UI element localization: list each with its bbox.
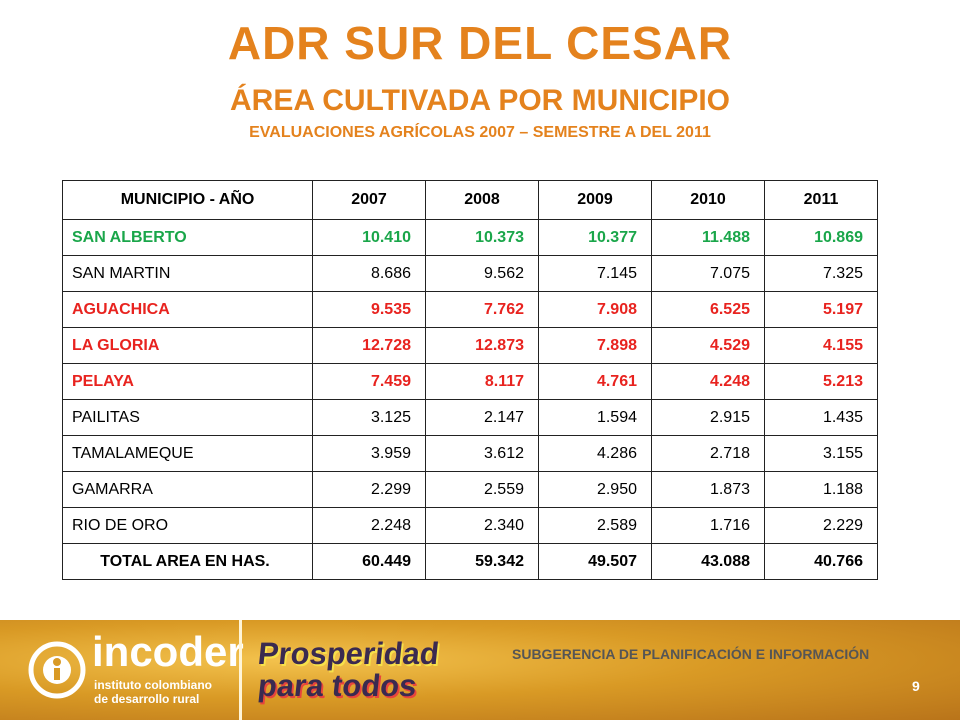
table-row: SAN MARTIN 8.686 9.562 7.145 7.075 7.325	[62, 255, 878, 292]
slogan: para todos	[256, 668, 419, 703]
table-row: LA GLORIA 12.728 12.873 7.898 4.529 4.155	[62, 327, 878, 364]
table-cell: 59.342	[425, 543, 539, 580]
table-cell: 4.286	[538, 435, 652, 472]
table-cell: 7.908	[538, 291, 652, 328]
table-cell: PAILITAS	[62, 399, 313, 436]
table-cell: 60.449	[312, 543, 426, 580]
table-cell: SAN MARTIN	[62, 255, 313, 292]
table-cell: 2.147	[425, 399, 539, 436]
table-cell: 12.873	[425, 327, 539, 364]
table-cell: 7.075	[651, 255, 765, 292]
table-cell: PELAYA	[62, 363, 313, 400]
table-cell: 2.718	[651, 435, 765, 472]
brand: incoder	[92, 628, 244, 675]
table-cell: 7.145	[538, 255, 652, 292]
table-cell: 6.525	[651, 291, 765, 328]
column-header: 2010	[651, 180, 765, 220]
table-cell: 7.325	[764, 255, 878, 292]
table-cell: 3.155	[764, 435, 878, 472]
table-cell: 10.869	[764, 219, 878, 256]
title: ADR SUR DEL CESAR	[227, 17, 733, 69]
table-cell: 1.594	[538, 399, 652, 436]
table-cell: 2.559	[425, 471, 539, 508]
table-cell: 2.340	[425, 507, 539, 544]
header-row: MUNICIPIO - AÑO 2007 2008 2009 2010 2011	[62, 180, 878, 220]
total-row: TOTAL AREA EN HAS. 60.449 59.342 49.507 43.0…	[62, 543, 878, 580]
table-cell: 9.562	[425, 255, 539, 292]
table-cell: 2.229	[764, 507, 878, 544]
table-cell: 4.248	[651, 363, 765, 400]
table-cell: AGUACHICA	[62, 291, 313, 328]
table-cell: 2.950	[538, 471, 652, 508]
table-row: GAMARRA 2.299 2.559 2.950 1.873 1.188	[62, 471, 878, 508]
table-cell: 11.488	[651, 219, 765, 256]
table-cell: 2.248	[312, 507, 426, 544]
table-row: PELAYA 7.459 8.117 4.761 4.248 5.213	[62, 363, 878, 400]
column-header: MUNICIPIO - AÑO	[62, 180, 313, 220]
table-cell: 9.535	[312, 291, 426, 328]
table-cell: GAMARRA	[62, 471, 313, 508]
brand-sub: de desarrollo rural	[94, 692, 200, 706]
table-cell: 12.728	[312, 327, 426, 364]
table-cell: TOTAL AREA EN HAS.	[62, 543, 313, 580]
table-cell: 3.959	[312, 435, 426, 472]
table-cell: RIO DE ORO	[62, 507, 313, 544]
table-row: AGUACHICA 9.535 7.762 7.908 6.525 5.197	[62, 291, 878, 328]
table-cell: 4.529	[651, 327, 765, 364]
brand-sub: instituto colombiano	[94, 678, 212, 692]
table-cell: 1.716	[651, 507, 765, 544]
table-row: RIO DE ORO 2.248 2.340 2.589 1.716 2.229	[62, 507, 878, 544]
logo-icon	[28, 641, 86, 699]
subtitle: ÁREA CULTIVADA POR MUNICIPIO	[230, 84, 730, 117]
table-cell: 3.612	[425, 435, 539, 472]
column-header: 2011	[764, 180, 878, 220]
table-cell: 4.761	[538, 363, 652, 400]
table-cell: 1.435	[764, 399, 878, 436]
table-cell: 3.125	[312, 399, 426, 436]
table-cell: 5.213	[764, 363, 878, 400]
table-cell: 2.589	[538, 507, 652, 544]
table-cell: 7.762	[425, 291, 539, 328]
table-row: PAILITAS 3.125 2.147 1.594 2.915 1.435	[62, 399, 878, 436]
table-cell: 10.373	[425, 219, 539, 256]
column-header: 2008	[425, 180, 539, 220]
table-cell: 10.377	[538, 219, 652, 256]
table-cell: LA GLORIA	[62, 327, 313, 364]
table-cell: 49.507	[538, 543, 652, 580]
table-cell: 10.410	[312, 219, 426, 256]
table-cell: 4.155	[764, 327, 878, 364]
divider	[239, 620, 242, 720]
table-cell: 2.915	[651, 399, 765, 436]
table-cell: 2.299	[312, 471, 426, 508]
column-header: 2009	[538, 180, 652, 220]
table-cell: 8.686	[312, 255, 426, 292]
table-cell: 1.873	[651, 471, 765, 508]
table-cell: 5.197	[764, 291, 878, 328]
table-cell: SAN ALBERTO	[62, 219, 313, 256]
table-cell: 43.088	[651, 543, 765, 580]
table-row: SAN ALBERTO 10.410 10.373 10.377 11.488 10.86…	[62, 219, 878, 256]
table-cell: 7.459	[312, 363, 426, 400]
data-table: MUNICIPIO - AÑO 2007 2008 2009 2010 2011 SAN A…	[62, 180, 878, 580]
table-cell: 7.898	[538, 327, 652, 364]
table-cell: 1.188	[764, 471, 878, 508]
table-cell: 40.766	[764, 543, 878, 580]
department: SUBGERENCIA DE PLANIFICACIÓN E INFORMACI…	[512, 646, 870, 662]
column-header: 2007	[312, 180, 426, 220]
note: EVALUACIONES AGRÍCOLAS 2007 – SEMESTRE A…	[249, 124, 711, 141]
table-cell: 8.117	[425, 363, 539, 400]
footer: incoder instituto colombiano de desarrol…	[0, 620, 960, 720]
table-row: TAMALAMEQUE 3.959 3.612 4.286 2.718 3.155	[62, 435, 878, 472]
page-number: 9	[912, 678, 920, 694]
slogan: Prosperidad	[256, 636, 441, 671]
table-cell: TAMALAMEQUE	[62, 435, 313, 472]
